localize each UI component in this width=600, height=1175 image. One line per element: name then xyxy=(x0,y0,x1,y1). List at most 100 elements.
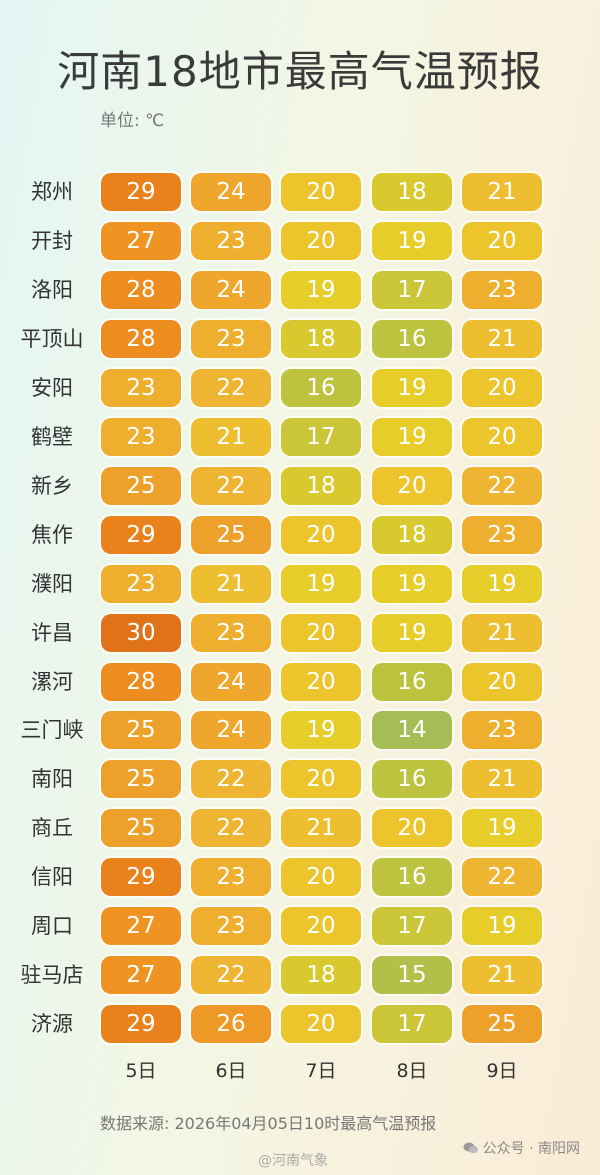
weibo-watermark: @河南气象 xyxy=(258,1153,328,1169)
temperature-cell: 23 xyxy=(101,417,181,456)
temperature-cell: 19 xyxy=(281,270,361,309)
temperature-cell: 19 xyxy=(372,221,452,260)
city-label: 鹤壁 xyxy=(31,424,73,449)
city-label: 濮阳 xyxy=(31,571,73,596)
city-label: 信阳 xyxy=(31,865,73,890)
unit-label: 单位: ℃ xyxy=(100,111,165,131)
city-label: 三门峡 xyxy=(20,718,84,743)
temperature-cell: 26 xyxy=(191,1005,271,1044)
city-label: 平顶山 xyxy=(20,326,84,351)
temperature-cell: 27 xyxy=(101,907,181,946)
temperature-cell: 19 xyxy=(372,613,452,652)
temperature-cell: 23 xyxy=(462,711,542,750)
temperature-cell: 17 xyxy=(372,907,452,946)
temperature-cell: 18 xyxy=(281,466,361,505)
temperature-cell: 28 xyxy=(101,270,181,309)
city-label: 安阳 xyxy=(31,375,73,400)
temperature-cell: 24 xyxy=(191,173,271,211)
temperature-cell: 19 xyxy=(372,564,452,603)
temperature-cell: 29 xyxy=(101,173,181,211)
temperature-cell: 21 xyxy=(462,173,542,211)
temperature-cell: 24 xyxy=(191,711,271,750)
temperature-cell: 22 xyxy=(462,466,542,505)
temperature-cell: 24 xyxy=(191,270,271,309)
day-label: 8日 xyxy=(396,1060,428,1082)
city-label: 许昌 xyxy=(31,620,73,645)
temperature-cell: 20 xyxy=(372,809,452,848)
temperature-cell: 23 xyxy=(462,270,542,309)
temperature-cell: 16 xyxy=(372,858,452,897)
temperature-cell: 25 xyxy=(101,711,181,750)
temperature-cell: 20 xyxy=(281,907,361,946)
temperature-cell: 28 xyxy=(101,319,181,358)
temperature-cell: 19 xyxy=(372,417,452,456)
temperature-cell: 19 xyxy=(281,564,361,603)
temperature-cell: 20 xyxy=(462,417,542,456)
temperature-cell: 20 xyxy=(281,173,361,211)
temperature-cell: 20 xyxy=(281,760,361,799)
temperature-cell: 19 xyxy=(462,907,542,946)
temperature-cell: 27 xyxy=(101,956,181,995)
city-label: 郑州 xyxy=(31,180,73,204)
temperature-cell: 23 xyxy=(191,613,271,652)
temperature-cell: 23 xyxy=(191,858,271,897)
temperature-cell: 20 xyxy=(281,858,361,897)
temperature-cell: 25 xyxy=(191,515,271,554)
temperature-cell: 21 xyxy=(462,319,542,358)
temperature-cell: 20 xyxy=(281,613,361,652)
data-source-note: 数据来源: 2026年04月05日10时最高气温预报 xyxy=(100,1114,437,1133)
temperature-cell: 25 xyxy=(101,760,181,799)
wechat-watermark-text: 公众号 · 南阳网 xyxy=(482,1141,580,1157)
temperature-cell: 24 xyxy=(191,662,271,701)
city-label: 周口 xyxy=(31,914,73,939)
temperature-cell: 18 xyxy=(372,515,452,554)
temperature-cell: 19 xyxy=(372,368,452,407)
temperature-cell: 20 xyxy=(281,515,361,554)
temperature-cell: 22 xyxy=(191,760,271,799)
temperature-cell: 15 xyxy=(372,956,452,995)
temperature-cell: 25 xyxy=(101,809,181,848)
temperature-cell: 23 xyxy=(191,907,271,946)
temperature-cell: 29 xyxy=(101,515,181,554)
temperature-cell: 23 xyxy=(101,368,181,407)
temperature-cell: 20 xyxy=(281,1005,361,1044)
temperature-cell: 17 xyxy=(372,270,452,309)
temperature-cell: 16 xyxy=(372,319,452,358)
city-label: 漯河 xyxy=(31,669,73,694)
temperature-cell: 21 xyxy=(462,613,542,652)
city-label: 南阳 xyxy=(31,767,73,792)
temperature-cell: 20 xyxy=(281,221,361,260)
wechat-watermark: 公众号 · 南阳网 xyxy=(463,1138,580,1158)
temperature-cell: 21 xyxy=(191,564,271,603)
temperature-cell: 23 xyxy=(101,564,181,603)
city-label: 洛阳 xyxy=(31,277,73,302)
temperature-cell: 18 xyxy=(372,173,452,211)
temperature-cell: 21 xyxy=(281,809,361,848)
temperature-cell: 22 xyxy=(462,858,542,897)
temperature-cell: 28 xyxy=(101,662,181,701)
chart-title: 河南18地市最高气温预报 xyxy=(57,47,543,96)
temperature-cell: 16 xyxy=(281,368,361,407)
temperature-cell: 29 xyxy=(101,858,181,897)
temperature-cell: 19 xyxy=(281,711,361,750)
temperature-cell: 22 xyxy=(191,809,271,848)
temperature-cell: 20 xyxy=(281,662,361,701)
temperature-cell: 18 xyxy=(281,319,361,358)
temperature-cell: 22 xyxy=(191,466,271,505)
temperature-cell: 16 xyxy=(372,662,452,701)
temperature-cell: 20 xyxy=(462,662,542,701)
city-label: 驻马店 xyxy=(20,963,84,988)
temperature-cell: 20 xyxy=(462,221,542,260)
day-label: 7日 xyxy=(305,1060,337,1082)
temperature-cell: 17 xyxy=(372,1005,452,1044)
temperature-cell: 23 xyxy=(191,221,271,260)
temperature-cell: 22 xyxy=(191,368,271,407)
day-label: 9日 xyxy=(486,1060,518,1082)
city-label: 商丘 xyxy=(31,816,73,841)
city-label: 济源 xyxy=(31,1012,73,1037)
temperature-cell: 17 xyxy=(281,417,361,456)
temperature-cell: 18 xyxy=(281,956,361,995)
temperature-cell: 19 xyxy=(462,564,542,603)
day-label: 6日 xyxy=(215,1060,247,1082)
